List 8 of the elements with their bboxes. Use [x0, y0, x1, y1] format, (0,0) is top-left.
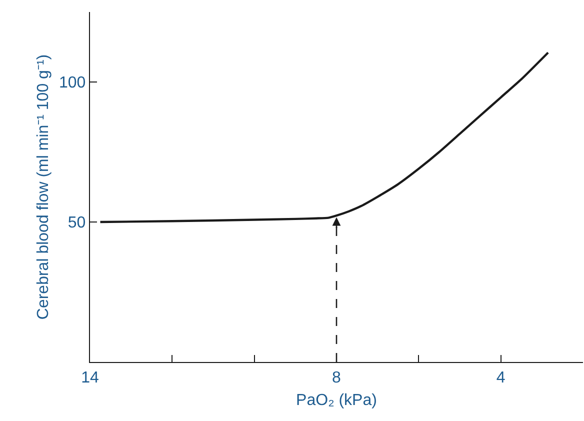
- x-tick-label: 8: [332, 369, 342, 386]
- x-axis-title: PaO₂ (kPa): [296, 392, 377, 410]
- x-tick-label: 4: [496, 369, 506, 386]
- y-tick-label: 50: [68, 214, 86, 232]
- y-tick-label: 100: [58, 74, 86, 92]
- line-series: [99, 52, 550, 224]
- y-axis-title: Cerebral blood flow (ml min⁻¹ 100 g⁻¹): [34, 54, 52, 320]
- x-tick-label: 14: [81, 369, 99, 386]
